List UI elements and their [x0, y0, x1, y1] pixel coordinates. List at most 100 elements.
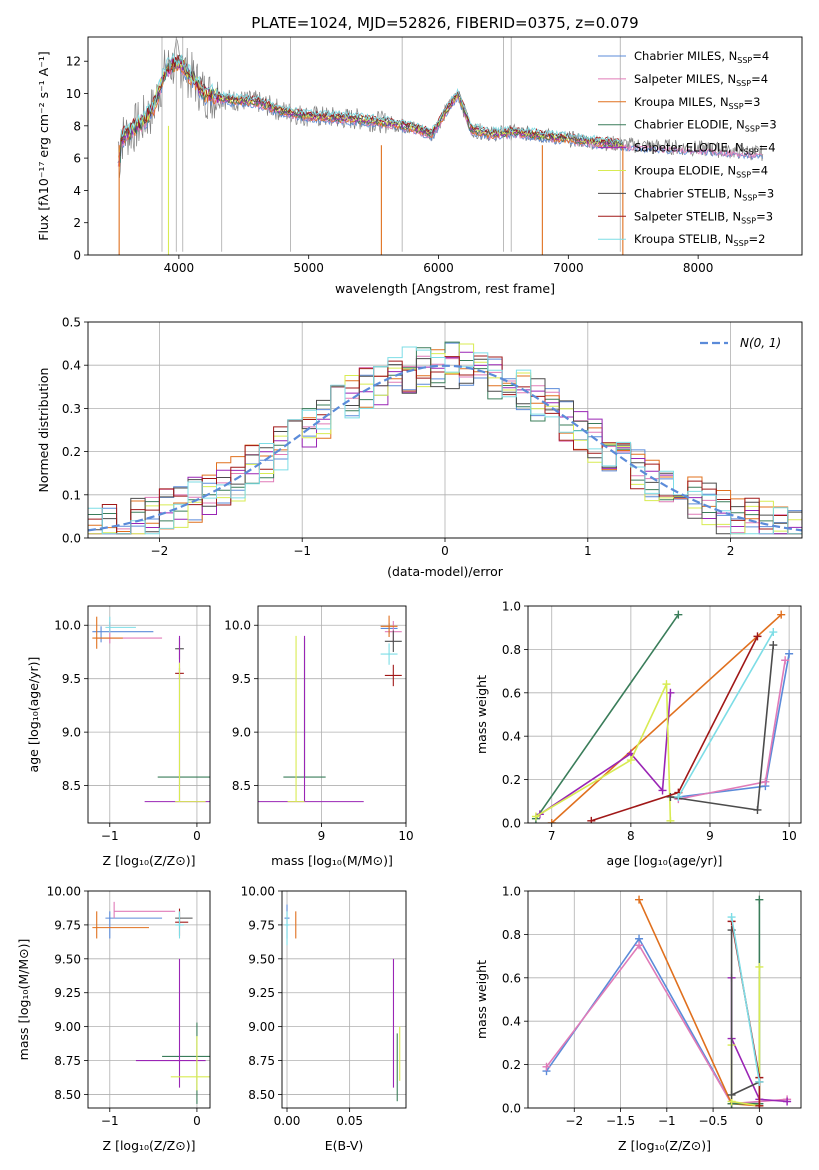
z-weight-ytick-label: 1.0 — [502, 885, 521, 899]
mass-age-x-label: mass [log₁₀(M/M⊙)] — [271, 853, 393, 868]
age-weight-y-label: mass weight — [474, 675, 489, 754]
legend-subscript: SSP — [741, 216, 756, 225]
spectrum-xtick-label: 5000 — [293, 261, 324, 275]
residuals-x-label: (data-model)/error — [387, 564, 504, 579]
legend-label: Kroupa ELODIE, N — [634, 164, 736, 178]
mass-age-frame — [257, 605, 407, 824]
residuals-ytick-label: 0.3 — [62, 402, 81, 416]
legend-label: Chabrier MILES, N — [634, 49, 737, 63]
spectrum-xtick-label: 4000 — [164, 261, 195, 275]
spectrum-axes: 4000 5000 6000 7000 8000 0 2 4 6 8 10 12 PLATE=1024,… — [36, 14, 803, 296]
z-age-plot — [92, 616, 210, 803]
ebv-mass-ytick-label: 9.00 — [248, 1020, 275, 1034]
spectrum-ytick-label: 6 — [73, 152, 81, 166]
z-mass-ytick-label: 8.50 — [54, 1088, 81, 1102]
z-mass-chabrier-miles — [105, 911, 163, 939]
spectrum-frame — [87, 36, 803, 256]
z-weight-y-label: mass weight — [474, 960, 489, 1039]
z-mass-ytick-label: 9.25 — [54, 986, 81, 1000]
model-spectrum-chabrier-stelib — [119, 54, 623, 157]
age-weight-ytick-label: 0.4 — [502, 730, 521, 744]
z-mass-kroupa-elodie — [170, 1036, 210, 1091]
residuals-ytick-label: 0.0 — [62, 532, 81, 546]
age-weight-point — [666, 816, 675, 823]
age-weight-point — [761, 777, 770, 786]
residuals-plot — [88, 341, 802, 535]
histogram-salpeter-miles — [88, 355, 802, 535]
residuals-legend: N(0, 1) — [700, 336, 781, 350]
residuals-xtick-label: 2 — [727, 544, 735, 558]
spectrum-plot — [117, 37, 764, 255]
z-age-x-label: Z [log₁₀(Z/Z⊙)] — [103, 853, 196, 868]
z-age-ytick-label: 9.0 — [62, 726, 81, 740]
legend-suffix: =4 — [751, 164, 768, 178]
age-weight-point — [674, 610, 683, 619]
age-weight-ytick-label: 0.6 — [502, 686, 521, 700]
age-weight-x-label: age [log₁₀(age/yr)] — [607, 853, 723, 868]
age-weight-point — [769, 641, 778, 650]
legend-suffix: =4 — [759, 141, 776, 155]
legend-suffix: =2 — [749, 232, 766, 246]
z-age-ytick-label: 10.0 — [54, 619, 81, 633]
legend-label: Salpeter ELODIE, N — [634, 141, 744, 155]
spectrum-xtick-label: 8000 — [683, 261, 714, 275]
legend-entry: Kroupa ELODIE, NSSP=4 — [634, 164, 768, 180]
z-weight-xtick-label: 0 — [756, 1114, 764, 1128]
z-weight-point — [727, 1090, 736, 1099]
z-mass-axes: −1 0 8.50 8.75 9.00 9.25 9.50 9.75 10.00 Z [log₁₀… — [16, 885, 211, 1153]
residuals-axes: −2 −1 0 1 2 0.0 0.1 0.2 0.3 0.4 0.5 (data-model)/er… — [36, 316, 803, 579]
age-weight-line-kroupa-elodie — [535, 683, 672, 821]
ebv-mass-plot — [284, 904, 401, 1102]
z-mass-y-label: mass [log₁₀(M/M⊙)] — [16, 939, 31, 1061]
mass-age-salpeter-stelib — [384, 664, 402, 687]
age-weight-point — [626, 756, 635, 765]
z-mass-chabrier-stelib — [175, 911, 193, 925]
z-weight-point — [727, 913, 736, 922]
z-weight-point — [542, 1062, 551, 1071]
z-weight-ytick-label: 0.0 — [502, 1102, 521, 1116]
model-spectrum-chabrier-miles — [117, 60, 764, 167]
residuals-ytick-label: 0.4 — [62, 359, 81, 373]
legend-entry: Salpeter ELODIE, NSSP=4 — [634, 141, 776, 157]
histogram-kroupa-stelib — [88, 346, 802, 535]
z-weight-xtick-label: −1 — [658, 1114, 676, 1128]
z-weight-point — [755, 1077, 764, 1086]
residuals-xtick-label: −2 — [151, 544, 169, 558]
legend-entry: Chabrier MILES, NSSP=4 — [634, 49, 769, 65]
ebv-mass-x-label: E(B-V) — [325, 1138, 364, 1153]
ebv-mass-ytick-label: 8.50 — [248, 1088, 275, 1102]
age-weight-point — [658, 786, 667, 795]
ebv-mass-ytick-label: 9.25 — [248, 986, 275, 1000]
spectrum-ytick-label: 10 — [66, 87, 81, 101]
z-age-xtick-label: −1 — [101, 829, 119, 843]
age-weight-point — [785, 649, 794, 658]
mass-age-xtick-label: 10 — [398, 829, 413, 843]
ebv-mass-kroupa-stelib — [284, 911, 290, 946]
legend-suffix: =3 — [756, 209, 773, 223]
observed-spectrum — [117, 37, 764, 179]
z-mass-xtick-label: 0 — [193, 1114, 201, 1128]
legend-entry: Kroupa MILES, NSSP=3 — [634, 95, 760, 111]
legend-subscript: SSP — [729, 102, 744, 111]
legend-entry: Chabrier STELIB, NSSP=3 — [634, 186, 774, 202]
legend-label: Kroupa MILES, N — [634, 95, 729, 109]
z-mass-ytick-label: 9.50 — [54, 952, 81, 966]
mass-age-axes: 9 10 8.5 9.0 9.5 10.0 mass [log₁₀(M/M⊙)] — [224, 605, 414, 868]
mass-age-ytick-label: 9.5 — [232, 672, 251, 686]
z-age-kroupa-stelib — [105, 616, 136, 633]
legend-subscript: SSP — [744, 148, 759, 157]
z-age-frame — [87, 605, 211, 824]
age-weight-xtick-label: 9 — [706, 829, 714, 843]
age-weight-xtick-label: 10 — [781, 829, 796, 843]
legend-label: N(0, 1) — [740, 336, 781, 350]
age-weight-point — [547, 819, 556, 823]
z-weight-xtick-label: −2 — [565, 1114, 583, 1128]
mass-age-chabrier-stelib — [384, 630, 402, 652]
z-weight-point — [635, 941, 644, 950]
z-weight-plot — [542, 895, 792, 1108]
z-mass-plot — [92, 901, 210, 1104]
z-mass-frame — [87, 890, 211, 1109]
ebv-mass-xtick-label: 0.05 — [336, 1114, 363, 1128]
legend-subscript: SSP — [736, 79, 751, 88]
